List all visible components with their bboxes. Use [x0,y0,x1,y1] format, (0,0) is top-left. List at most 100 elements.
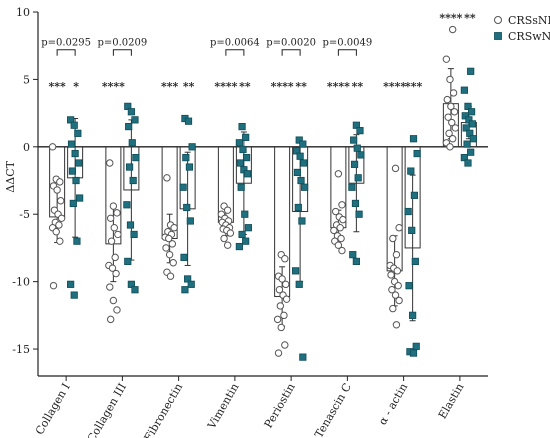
significance-stars: **** [271,80,294,93]
point-crswnp [301,183,309,191]
y-axis-label: ΔΔCT [4,160,17,192]
point-crswnp [297,176,305,185]
point-crssnp [395,296,403,305]
point-crssnp [49,281,58,290]
point-crssnp [113,306,121,314]
point-crswnp [462,124,470,132]
point-crswnp [242,133,250,141]
point-crssnp [275,286,284,294]
point-crssnp [109,296,118,305]
point-crswnp [73,237,81,245]
legend: CRSsNP CRSwNP [494,14,550,43]
point-crswnp [409,311,417,319]
annotations: *** *p=0.0295****p=0.0209*** ** **** **p=0.0… [41,11,476,93]
point-crswnp [72,176,80,185]
point-crssnp [445,129,453,138]
point-crssnp [392,321,401,329]
point-crswnp [68,167,77,175]
point-crssnp [338,201,346,209]
point-crssnp [446,143,454,151]
significance-stars: ** [183,80,195,93]
y-tick-label: -15 [12,343,30,356]
point-crswnp [76,194,84,202]
point-crswnp [356,127,364,135]
point-crssnp [169,259,177,267]
point-crswnp [299,353,307,361]
point-crssnp [107,237,116,245]
point-crswnp [357,151,365,159]
point-crssnp [448,25,457,34]
point-crssnp [278,275,286,283]
point-crswnp [236,159,244,167]
point-crswnp [355,210,363,218]
point-crssnp [220,234,228,243]
point-crswnp [179,183,187,191]
point-crswnp [463,140,471,148]
point-crssnp [280,311,288,320]
point-crswnp [182,153,190,162]
point-crssnp [162,244,170,252]
point-crswnp [354,174,362,182]
point-crssnp [166,272,175,280]
point-crssnp [106,283,114,291]
point-crswnp [237,183,245,191]
point-crswnp [348,183,356,191]
x-tick-label: Fibronectin [142,381,186,438]
legend-label-crssnp: CRSsNP [508,14,550,27]
point-crssnp [52,228,60,236]
point-crssnp [394,281,402,290]
comparison-bracket [225,49,245,56]
point-crswnp [467,67,475,75]
point-crssnp [450,108,459,116]
point-crssnp [168,240,177,248]
x-tick-label: α - actin [376,381,410,427]
point-crssnp [448,118,456,127]
legend-marker-crswnp [494,32,502,40]
point-crswnp [295,136,303,144]
significance-stars: *** [405,80,423,93]
x-tick-label: Periostin [262,381,298,430]
point-crssnp [388,286,396,294]
significance-stars: *** [48,80,66,93]
point-crssnp [334,170,343,178]
point-crssnp [331,207,340,216]
point-crswnp [467,148,475,156]
point-crssnp [223,241,232,249]
point-crswnp [294,203,302,212]
point-crswnp [464,102,472,110]
point-crssnp [442,55,451,63]
point-crssnp [443,95,451,104]
point-crswnp [67,140,76,148]
point-crssnp [106,159,114,167]
point-crswnp [464,159,472,167]
point-crswnp [185,163,194,171]
significance-stars: **** [102,80,125,93]
point-crswnp [128,139,136,147]
point-crswnp [298,217,306,225]
point-crssnp [389,304,397,313]
point-crssnp [273,315,282,324]
point-crssnp [108,264,117,272]
p-value-label: p=0.0209 [97,38,147,49]
point-crssnp [223,206,232,214]
point-crswnp [181,286,189,294]
point-crswnp [75,159,83,167]
point-crswnp [188,143,196,151]
point-crssnp [391,291,400,299]
point-crssnp [387,271,395,279]
point-crswnp [460,86,468,94]
point-crswnp [409,135,418,143]
point-crswnp [123,201,131,209]
point-crswnp [349,251,357,259]
point-crswnp [413,149,421,158]
point-crssnp [170,224,178,232]
comparison-bracket [56,49,76,56]
point-crswnp [187,280,195,288]
point-crssnp [392,250,401,259]
point-crswnp [292,267,300,275]
point-crswnp [293,168,302,177]
point-crssnp [57,197,65,205]
point-crswnp [239,145,247,154]
point-crswnp [186,217,194,225]
